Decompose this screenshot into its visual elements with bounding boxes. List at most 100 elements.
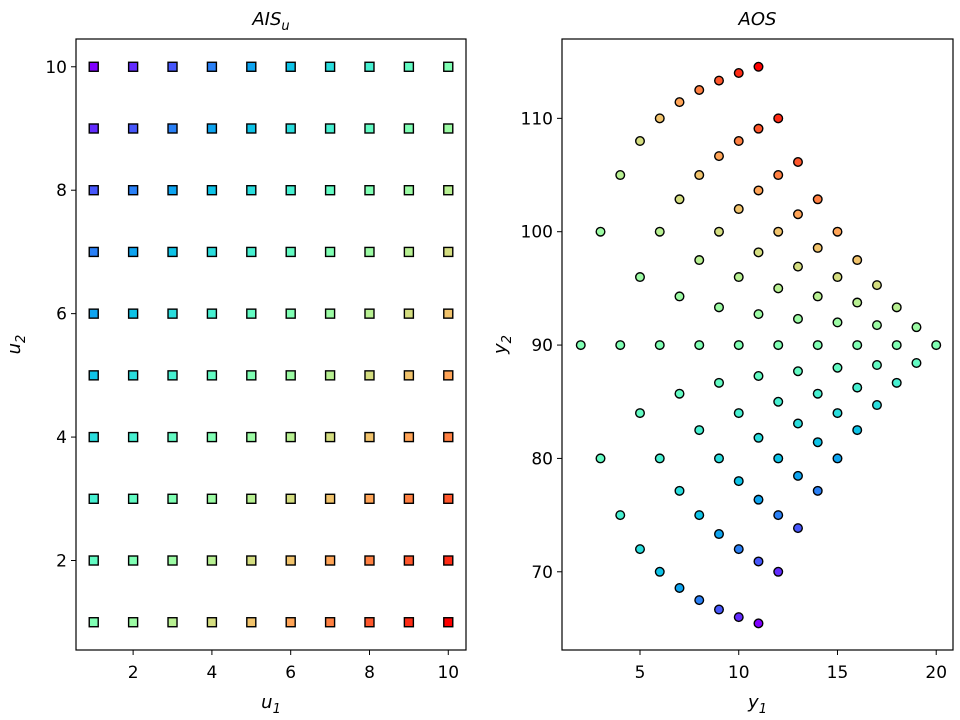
point xyxy=(871,400,882,411)
point xyxy=(246,246,257,258)
point xyxy=(88,246,99,258)
point xyxy=(812,194,823,205)
point xyxy=(891,302,902,313)
x-tick-label: 2 xyxy=(128,663,139,683)
chart-title: AOS xyxy=(738,9,777,30)
point xyxy=(364,617,375,628)
y-tick-label: 110 xyxy=(521,109,553,129)
point xyxy=(403,370,415,381)
y-tick-label: 8 xyxy=(56,181,67,201)
y-axis-label-text: y xyxy=(490,343,511,355)
x-tick-label: 4 xyxy=(206,663,217,683)
point xyxy=(891,340,902,351)
point xyxy=(891,377,902,388)
point xyxy=(694,170,705,181)
point xyxy=(403,61,415,72)
point xyxy=(852,255,863,266)
point xyxy=(832,317,843,328)
point xyxy=(167,431,178,443)
y-tick-label: 70 xyxy=(531,563,553,583)
point xyxy=(792,470,803,481)
point xyxy=(654,226,665,237)
x-tick-label: 10 xyxy=(728,663,750,683)
point xyxy=(324,308,336,319)
point xyxy=(674,291,685,302)
point xyxy=(246,123,257,134)
point xyxy=(773,170,784,181)
point xyxy=(88,370,99,381)
point xyxy=(127,617,139,628)
point xyxy=(403,185,415,196)
point xyxy=(127,308,139,319)
point xyxy=(694,595,705,606)
point xyxy=(713,529,724,540)
point xyxy=(88,61,99,72)
x-axis-label-text: y xyxy=(747,692,759,713)
point xyxy=(931,340,942,351)
point xyxy=(792,209,803,220)
point xyxy=(88,185,99,196)
point xyxy=(635,544,646,555)
point xyxy=(206,493,218,504)
point xyxy=(773,113,784,124)
point xyxy=(443,308,454,319)
point xyxy=(871,280,882,291)
point xyxy=(852,340,863,351)
point xyxy=(127,370,139,381)
point xyxy=(694,510,705,521)
point xyxy=(324,493,336,504)
point xyxy=(595,226,606,237)
y-tick-label: 100 xyxy=(521,223,553,243)
point xyxy=(812,437,823,448)
x-axis-label-sub: 1 xyxy=(273,702,281,717)
point xyxy=(753,61,764,72)
point xyxy=(285,246,296,258)
point xyxy=(127,493,139,504)
point xyxy=(167,493,178,504)
point xyxy=(324,123,336,134)
point xyxy=(911,322,922,333)
point xyxy=(595,453,606,464)
point xyxy=(832,453,843,464)
x-tick-label: 8 xyxy=(364,663,375,683)
point xyxy=(246,493,257,504)
point xyxy=(733,544,744,555)
point xyxy=(206,123,218,134)
point xyxy=(88,617,99,628)
point xyxy=(443,185,454,196)
point xyxy=(206,617,218,628)
point xyxy=(753,247,764,258)
point xyxy=(635,136,646,147)
point xyxy=(324,61,336,72)
x-axis-label-sub: 1 xyxy=(759,702,767,717)
point xyxy=(733,476,744,487)
point xyxy=(654,566,665,577)
point xyxy=(615,170,626,181)
point xyxy=(324,370,336,381)
point xyxy=(127,185,139,196)
point xyxy=(167,61,178,72)
point xyxy=(127,61,139,72)
chart-title-text: AIS xyxy=(251,9,281,30)
point xyxy=(364,555,375,566)
point xyxy=(674,97,685,108)
point xyxy=(852,297,863,308)
chart-title-sub: u xyxy=(281,19,289,34)
point xyxy=(753,185,764,196)
point xyxy=(871,320,882,331)
point xyxy=(285,493,296,504)
point xyxy=(167,617,178,628)
point xyxy=(324,555,336,566)
point xyxy=(403,493,415,504)
point xyxy=(773,283,784,294)
point xyxy=(753,432,764,443)
point xyxy=(773,226,784,237)
point xyxy=(654,453,665,464)
point xyxy=(832,408,843,419)
point xyxy=(443,370,454,381)
point xyxy=(364,431,375,443)
y-tick-label: 4 xyxy=(56,428,67,448)
point xyxy=(443,555,454,566)
point xyxy=(127,123,139,134)
point xyxy=(713,604,724,615)
